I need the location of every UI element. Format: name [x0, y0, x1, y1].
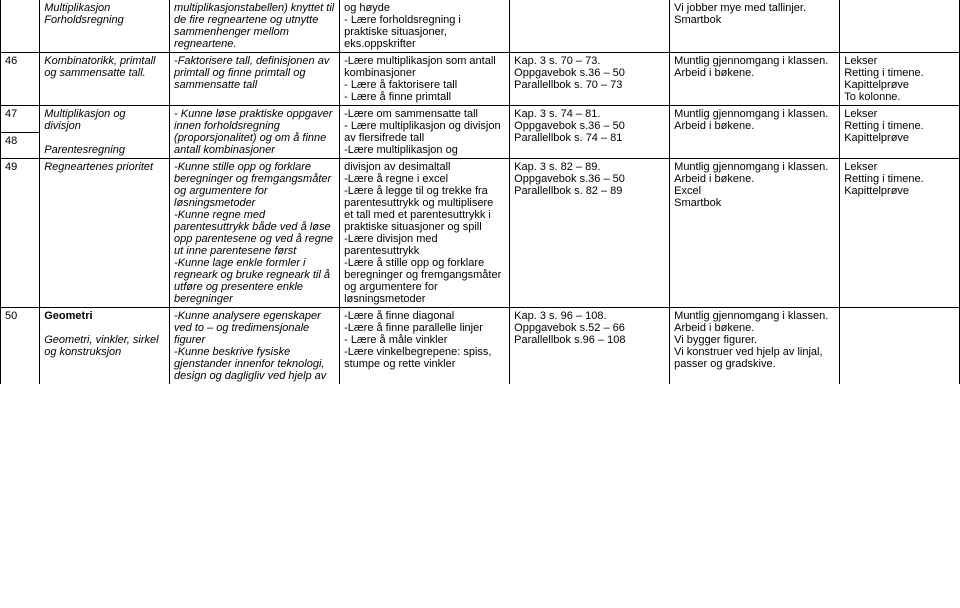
method-cell: Muntlig gjennomgang i klassen.Arbeid i b…: [670, 308, 840, 385]
table-row: 46 Kombinatorikk, primtall og sammensatt…: [1, 53, 960, 106]
method-cell: Muntlig gjennomgang i klassen.Arbeid i b…: [670, 106, 840, 159]
week-cell: 46: [1, 53, 40, 106]
week-cell: 50: [1, 308, 40, 385]
topic-cell: Multiplikasjon Forholdsregning: [40, 0, 170, 53]
learn-cell: divisjon av desimaltall-Lære å regne i e…: [340, 159, 510, 308]
week-cell: 47: [1, 106, 40, 133]
table-row: 47 Multiplikasjon og divisjonParentesreg…: [1, 106, 960, 133]
goal-cell: multiplikasjonstabellen) knyttet til de …: [170, 0, 340, 53]
topic-bold: Geometri: [44, 310, 92, 322]
week-cell: [1, 0, 40, 53]
topic-cell: Kombinatorikk, primtall og sammensatte t…: [40, 53, 170, 106]
method-cell: Muntlig gjennomgang i klassen.Arbeid i b…: [670, 159, 840, 308]
goal-cell: -Faktorisere tall, definisjonen av primt…: [170, 53, 340, 106]
ref-cell: Kap. 3 s. 70 – 73.Oppgavebok s.36 – 50Pa…: [510, 53, 670, 106]
topic-cell: Geometri Geometri, vinkler, sirkel og kon…: [40, 308, 170, 385]
method-cell: Vi jobber mye med tallinjer.Smartbok: [670, 0, 840, 53]
ref-cell: Kap. 3 s. 74 – 81.Oppgavebok s.36 – 50Pa…: [510, 106, 670, 159]
goal-cell: - Kunne løse praktiske oppgaver innen fo…: [170, 106, 340, 159]
table-row: 50 Geometri Geometri, vinkler, sirkel og …: [1, 308, 960, 385]
eval-cell: [840, 0, 960, 53]
ref-cell: Kap. 3 s. 96 – 108.Oppgavebok s.52 – 66P…: [510, 308, 670, 385]
eval-cell: LekserRetting i timene.KapittelprøveTo k…: [840, 53, 960, 106]
learn-cell: -Lære om sammensatte tall- Lære multipli…: [340, 106, 510, 159]
learn-cell: -Lære multiplikasjon som antall kombinas…: [340, 53, 510, 106]
topic-text: Geometri, vinkler, sirkel og konstruksjo…: [44, 334, 158, 358]
week-cell: 49: [1, 159, 40, 308]
ref-cell: [510, 0, 670, 53]
goal-cell: -Kunne analysere egenskaper ved to – og …: [170, 308, 340, 385]
topic-text: Multiplikasjon og divisjon: [44, 108, 125, 132]
method-cell: Muntlig gjennomgang i klassen.Arbeid i b…: [670, 53, 840, 106]
learn-cell: -Lære å finne diagonal-Lære å finne para…: [340, 308, 510, 385]
topic-cell: Multiplikasjon og divisjon Parentesregnin…: [40, 106, 170, 159]
plan-table: Multiplikasjon Forholdsregning multiplik…: [0, 0, 960, 384]
topic-text: Parentesregning: [44, 144, 125, 156]
table-row: 49 Regneartenes prioritet -Kunne stille …: [1, 159, 960, 308]
eval-cell: LekserRetting i timene.Kapittelprøve: [840, 106, 960, 159]
topic-cell: Regneartenes prioritet: [40, 159, 170, 308]
learn-cell: og høyde- Lære forholdsregning i praktis…: [340, 0, 510, 53]
eval-cell: LekserRetting i timene.Kapittelprøve: [840, 159, 960, 308]
goal-cell: -Kunne stille opp og forklare beregninge…: [170, 159, 340, 308]
ref-cell: Kap. 3 s. 82 – 89.Oppgavebok s.36 – 50Pa…: [510, 159, 670, 308]
week-cell: 48: [1, 132, 40, 159]
table-row: Multiplikasjon Forholdsregning multiplik…: [1, 0, 960, 53]
eval-cell: [840, 308, 960, 385]
